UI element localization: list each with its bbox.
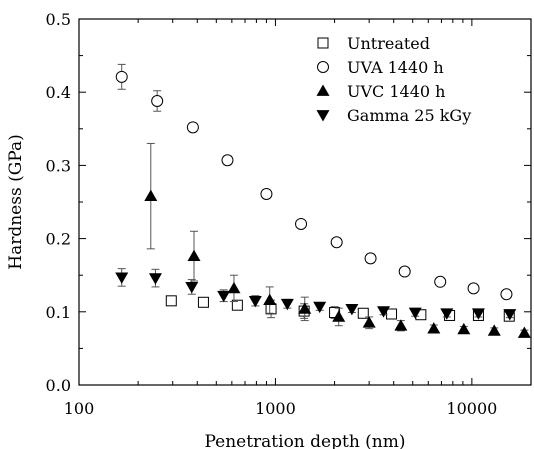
gamma-25-kgy-point [217,290,231,303]
uva-1440-h-point [221,154,234,167]
uva-1440-h-point [330,236,343,249]
uvc-1440-h-point [144,189,158,202]
x-tick-label: 100 [64,399,95,418]
series-uvc-1440-h [144,142,531,338]
gamma-25-kgy-point [185,282,199,294]
untreated-point [386,308,398,320]
gamma-25-kgy-point [471,308,485,320]
untreated-point [265,303,277,315]
gamma-25-kgy-point [440,308,454,320]
y-tick-label: 0.1 [46,303,71,322]
untreated-point [165,295,177,307]
y-tick-label: 0.4 [46,83,71,102]
uva-1440-h-point [260,187,273,200]
tick-layer: 0.0 0.1 0.2 0.3 0.4 0.5 100 1000 10000 [46,10,531,418]
uva-1440-h-point [295,217,308,230]
gamma-25-kgy-point [280,298,294,311]
legend: Untreated UVA 1440 h UVC 1440 h Gamma 25 kG… [316,34,471,125]
uvc-1440-h-point [457,322,471,335]
uvc-1440-h-point [227,281,241,294]
legend-label: Untreated [347,34,430,53]
x-axis-label: Penetration depth (nm) [204,432,405,449]
y-tick-label: 0.3 [46,156,71,175]
gamma-25-kgy-point [248,295,262,308]
y-tick-label: 0.2 [46,230,71,249]
uva-1440-h-point [151,94,164,107]
legend-label: UVA 1440 h [347,58,444,77]
plot-frame [78,18,532,386]
uva-1440-h-point [364,252,377,265]
x-tick-label: 10000 [446,399,497,418]
gamma-25-kgy-point [115,272,129,284]
uvc-1440-h-point [332,310,346,322]
gamma-25-kgy-point [345,303,359,316]
legend-symbol [316,110,330,122]
series-gamma-25-kgy [115,268,517,321]
untreated-point [197,296,209,308]
plot-layer [115,63,531,338]
legend-symbol [317,37,329,49]
uvc-1440-h-point [487,324,501,336]
gamma-25-kgy-point [313,301,327,314]
series-uva-1440-h [115,63,513,301]
untreated-point [231,299,243,311]
uvc-1440-h-point [394,319,408,331]
legend-symbol [317,61,329,73]
untreated-point [357,307,369,319]
x-tick-label: 1000 [255,399,296,418]
y-axis-label: Hardness (GPa) [6,134,26,270]
y-tick-label: 0.0 [46,376,71,395]
uvc-1440-h-point [263,293,277,305]
gamma-25-kgy-point [148,273,162,285]
gamma-25-kgy-point [377,306,391,318]
uvc-1440-h-point [298,302,312,314]
uva-1440-h-point [500,288,513,301]
uva-1440-h-point [186,121,199,134]
gamma-25-kgy-point [503,309,517,321]
legend-label: Gamma 25 kGy [347,106,471,125]
uva-1440-h-point [115,70,128,83]
uvc-1440-h-point [517,326,531,338]
uva-1440-h-point [398,265,411,278]
legend-symbol [316,84,330,96]
uva-1440-h-point [467,282,480,295]
uvc-1440-h-point [427,322,441,334]
y-tick-label: 0.5 [46,10,71,29]
uvc-1440-h-point [362,316,376,328]
uvc-1440-h-point [187,249,201,262]
gamma-25-kgy-point [408,307,422,320]
legend-label: UVC 1440 h [347,82,445,101]
uva-1440-h-point [434,275,447,288]
